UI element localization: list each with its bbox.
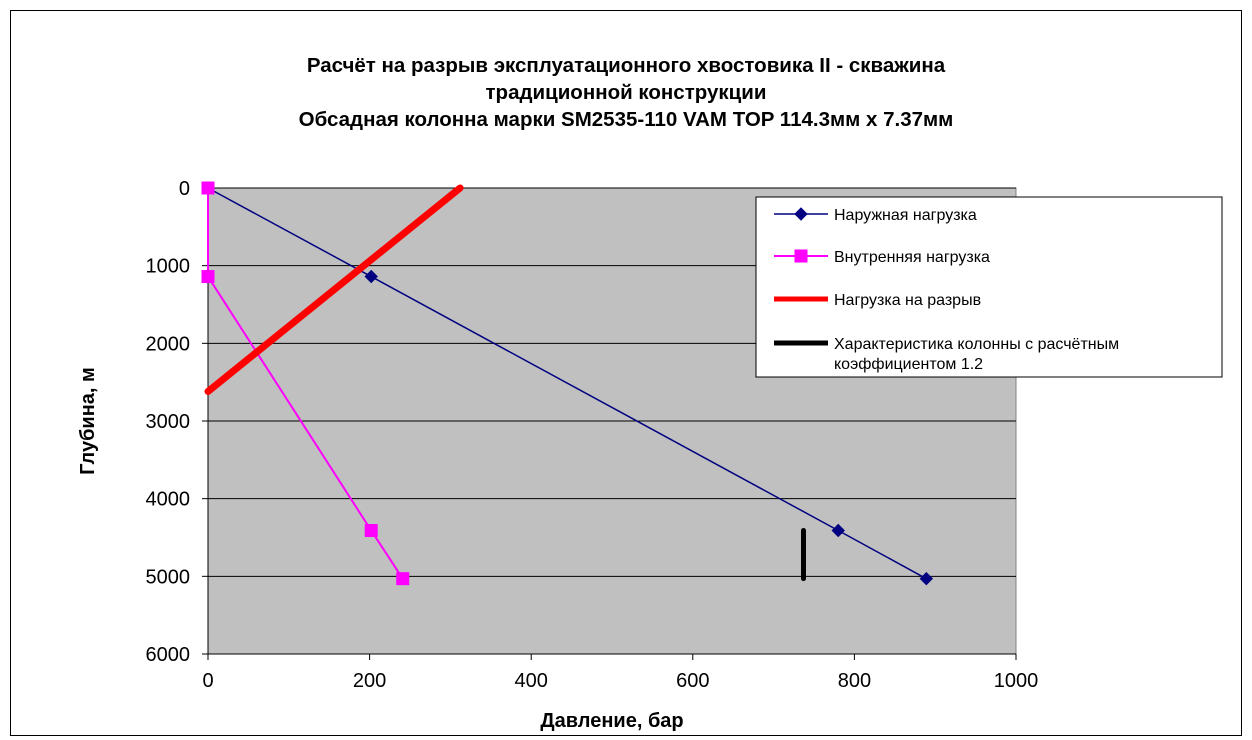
y-tick-label-3000: 3000 [146,411,191,433]
tick-labels: 0 200 400 600 800 1000 0 1000 2000 3000 4000 5000 60… [146,178,1039,692]
y-tick-label-2000: 2000 [146,333,191,355]
y-tick-label-5000: 5000 [146,566,191,588]
legend-label-3: Нагрузка на разрыв [834,292,981,309]
chart-title-line-1: Расчёт на разрыв эксплуатационного хвост… [306,54,946,77]
legend-box [755,196,1223,378]
chart-title-line-3: Обсадная колонна марки SM2535-110 VAM TO… [298,108,954,131]
legend-label-2: Внутренняя нагрузка [834,249,990,266]
x-tick-label-0: 0 [202,670,213,692]
x-tick-label-600: 600 [676,670,709,692]
series-2 [201,181,410,586]
legend-marker-1 [794,207,808,221]
legend-marker-2 [794,249,808,263]
series-group [201,181,934,586]
y-tick-label-6000: 6000 [146,644,191,666]
series-2-point-1 [201,181,215,195]
series-1-line [207,187,927,580]
legend: Наружная нагрузка Внутренняя нагрузка Нагр… [755,196,1223,378]
series-2-point-3 [364,524,378,538]
x-tick-label-800: 800 [838,670,871,692]
series-2-point-2 [201,270,215,284]
x-tick-label-400: 400 [515,670,548,692]
series-3-line [204,184,464,395]
y-axis-label: Глубина, м [77,367,99,475]
series-2-line [207,188,404,580]
legend-label-4-line-2: коэффициентом 1.2 [834,356,983,373]
legend-label-1: Наружная нагрузка [834,207,977,224]
chart-title: Расчёт на разрыв эксплуатационного хвост… [0,52,1252,133]
y-tick-label-4000: 4000 [146,489,191,511]
series-1-point-2 [364,269,378,284]
series-3 [204,184,464,395]
legend-label-4-line-1: Характеристика колонны с расчётным [834,336,1119,353]
y-tick-label-1000: 1000 [146,256,191,278]
x-tick-label-200: 200 [353,670,386,692]
series-1-point-4 [919,571,934,586]
series-2-point-4 [396,572,410,586]
x-tick-label-1000: 1000 [994,670,1039,692]
chart-title-line-2: традиционной конструкции [485,81,767,104]
x-axis-label: Давление, бар [540,710,683,732]
y-tick-label-0: 0 [179,178,190,200]
series-1-point-3 [831,523,845,538]
